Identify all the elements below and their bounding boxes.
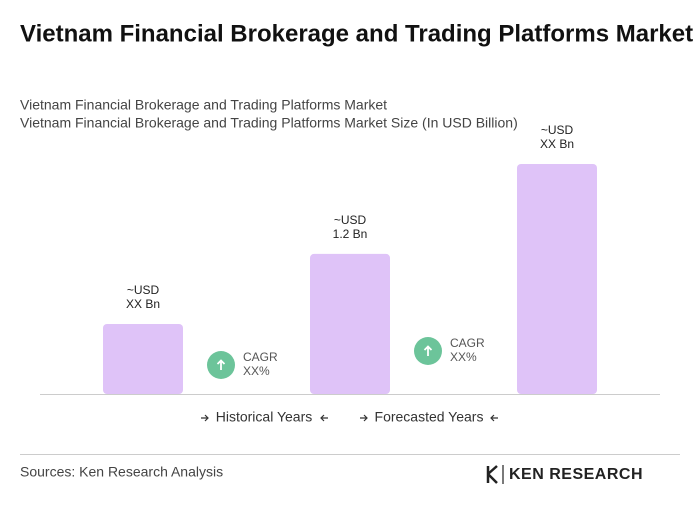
subtitle: Vietnam Financial Brokerage and Trading … (20, 115, 518, 131)
arrow-icon (320, 414, 328, 422)
bar (517, 164, 597, 394)
cagr-arrow (423, 345, 433, 356)
legend (201, 414, 498, 422)
logo: KEN RESEARCH (486, 465, 643, 484)
legend-label: Forecasted Years (375, 409, 484, 425)
bar (310, 253, 390, 394)
legend-label: Historical Years (216, 409, 313, 425)
cagr-label: CAGR (450, 336, 485, 350)
subtitle: Vietnam Financial Brokerage and Trading … (20, 97, 387, 113)
chart-title: Vietnam Financial Brokerage and Trading … (20, 20, 700, 47)
cagr-arrow (216, 359, 226, 370)
value-label: ~USD (541, 123, 574, 137)
cagr-label: CAGR (243, 350, 278, 364)
bar (103, 323, 183, 394)
value-label: XX Bn (540, 137, 574, 151)
source: Sources: Ken Research Analysis (20, 464, 223, 480)
cagr-label: XX% (243, 364, 270, 378)
arrow-icon (360, 414, 368, 422)
brand: KEN RESEARCH (509, 466, 643, 483)
arrow-icon (490, 414, 498, 422)
value-label: 1.2 Bn (333, 227, 368, 241)
logo-icon (486, 465, 498, 484)
value-label: ~USD (127, 283, 160, 297)
value-label: XX Bn (126, 297, 160, 311)
arrow-icon (201, 414, 209, 422)
value-label: ~USD (334, 213, 367, 227)
cagr-label: XX% (450, 350, 477, 364)
